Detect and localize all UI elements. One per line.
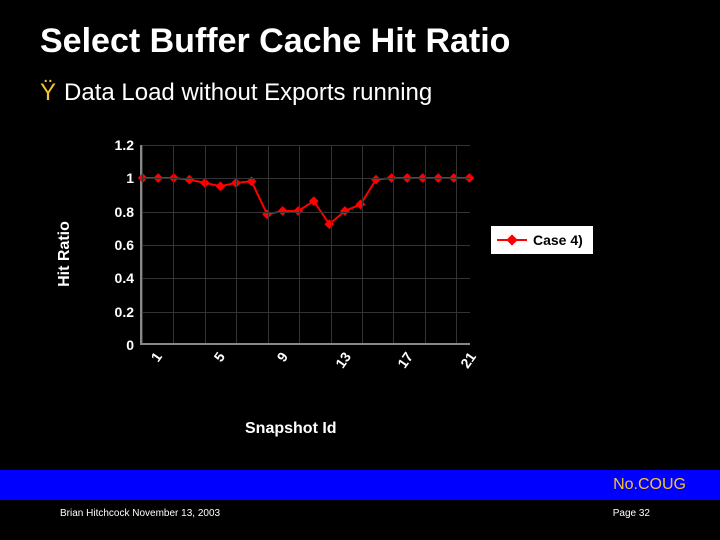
footer-bar: No.COUG (0, 470, 720, 500)
footer: Brian Hitchcock November 13, 2003 Page 3… (0, 508, 720, 519)
legend-label: Case 4) (533, 232, 583, 248)
x-tick-label: 13 (323, 349, 353, 383)
y-axis-label: Hit Ratio (56, 221, 74, 287)
subtitle-row: Ÿ Data Load without Exports running (0, 61, 720, 107)
footer-left: Brian Hitchcock November 13, 2003 (60, 508, 220, 519)
footer-bar-text: No.COUG (613, 476, 686, 494)
y-tick-label: 0 (126, 337, 134, 353)
x-tick-label: 1 (135, 349, 165, 383)
y-tick-label: 0.8 (115, 204, 134, 220)
x-tick-label: 9 (260, 349, 290, 383)
bullet-icon: Ÿ (40, 79, 56, 107)
y-tick-label: 1 (126, 170, 134, 186)
y-tick-label: 1.2 (115, 137, 134, 153)
subtitle-text: Data Load without Exports running (64, 79, 432, 107)
legend: Case 4) (490, 225, 594, 255)
slide-title: Select Buffer Cache Hit Ratio (0, 0, 720, 61)
chart: Hit Ratio Snapshot Id 00.20.40.60.811.21… (80, 135, 640, 455)
data-series (142, 145, 470, 343)
x-tick-label: 21 (449, 349, 479, 383)
y-tick-label: 0.4 (115, 270, 134, 286)
plot-area: 00.20.40.60.811.2159131721 (140, 145, 470, 345)
x-axis-label: Snapshot Id (245, 420, 337, 438)
x-tick-label: 5 (198, 349, 228, 383)
footer-right: Page 32 (613, 508, 650, 519)
y-tick-label: 0.2 (115, 304, 134, 320)
legend-marker-icon (497, 233, 527, 247)
y-tick-label: 0.6 (115, 237, 134, 253)
x-tick-label: 17 (386, 349, 416, 383)
